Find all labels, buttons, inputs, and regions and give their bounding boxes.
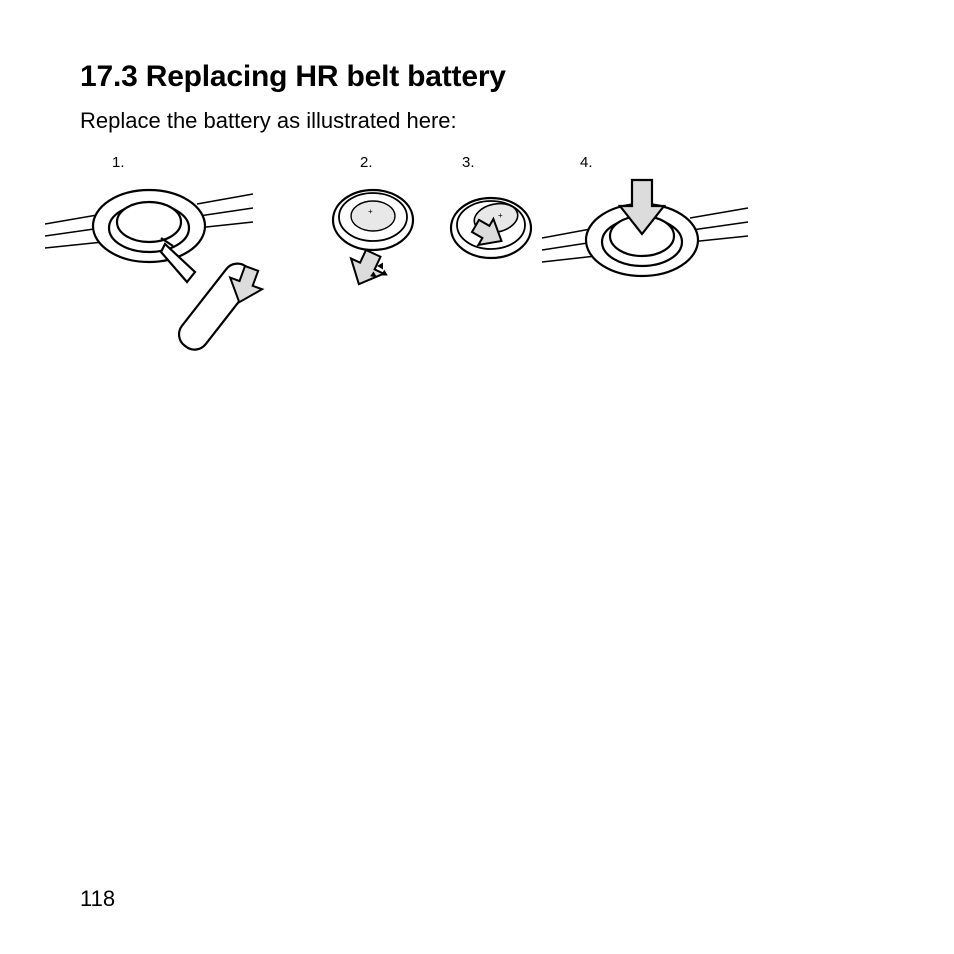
step-4-illustration xyxy=(542,168,752,318)
step-2-illustration: + xyxy=(318,180,436,300)
intro-text: Replace the battery as illustrated here: xyxy=(80,108,874,134)
manual-page: 17.3 Replacing HR belt battery Replace t… xyxy=(0,0,954,954)
step-3-svg: + xyxy=(436,180,546,290)
step-3-illustration: + xyxy=(436,180,546,290)
step-2-svg: + xyxy=(318,180,436,300)
step-1-illustration xyxy=(45,166,315,396)
page-number: 118 xyxy=(80,886,115,912)
section-heading: 17.3 Replacing HR belt battery xyxy=(80,60,874,94)
svg-text:+: + xyxy=(368,207,373,216)
figure-row: 1. 2. 3. 4. xyxy=(80,154,860,394)
svg-text:+: + xyxy=(498,211,503,220)
step-2-label: 2. xyxy=(360,154,373,171)
step-1-svg xyxy=(45,166,315,396)
step-4-svg xyxy=(542,168,752,318)
step-3-label: 3. xyxy=(462,154,475,171)
